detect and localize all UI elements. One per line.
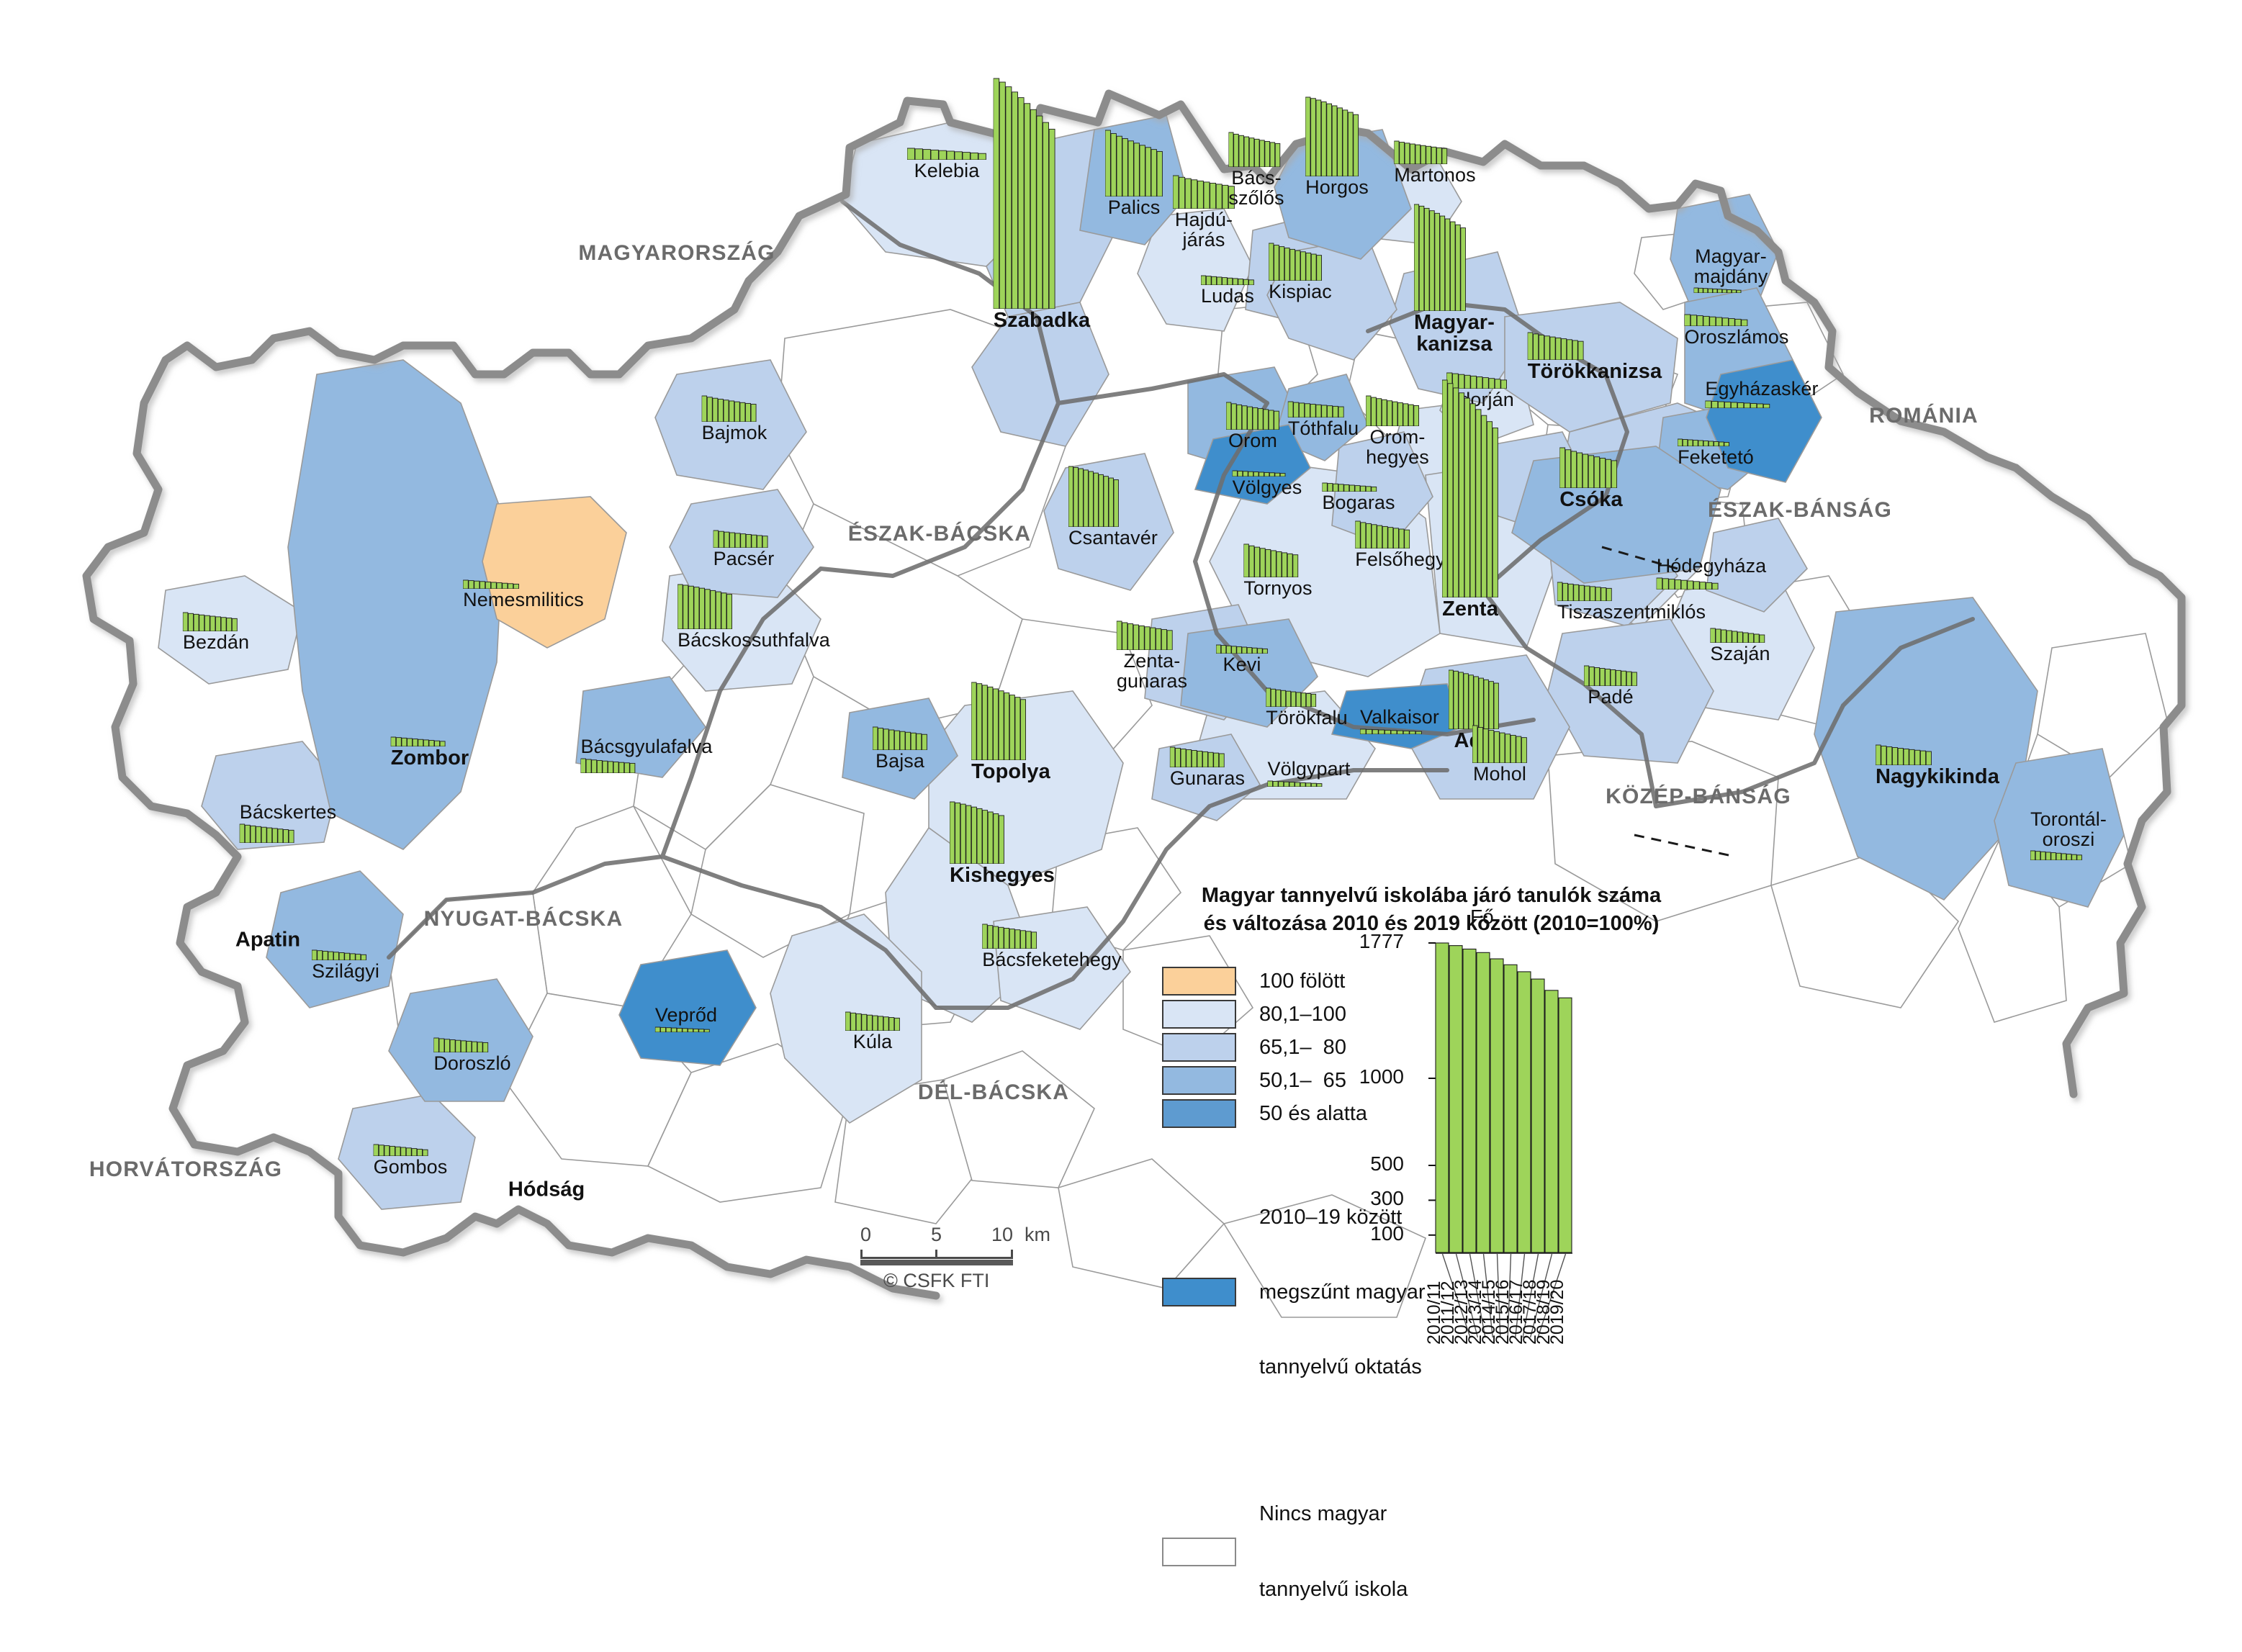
legend-row-below50: 50 és alatta (1162, 1097, 1426, 1130)
legend-title: Magyar tannyelvű iskolába járó tanulók s… (1201, 884, 1662, 936)
legend-row-80-100: 80,1–100 (1162, 998, 1426, 1031)
chart-ytick-100: 100 (1370, 1222, 1404, 1245)
scale-tick-5: 5 (931, 1224, 942, 1245)
legend-swatch-50-65 (1162, 1066, 1236, 1095)
chart-ylabel: Fő (1470, 906, 1494, 928)
legend-label-noschool: Nincs magyar tannyelvű iskola (1259, 1502, 1408, 1601)
legend-bar-chart: Fő 1777 1000 500 300 100 2010/11 2011/12 2012/1… (1359, 906, 1584, 1357)
chart-ytick-500: 500 (1370, 1152, 1404, 1175)
legend-swatch-below50 (1162, 1099, 1236, 1128)
chart-ytick-1777: 1777 (1359, 930, 1404, 952)
legend-row-65-80: 65,1– 80 (1162, 1031, 1426, 1064)
scale-unit: km (1025, 1224, 1050, 1245)
scale-bar: 0 5 10 km © CSFK FTI (860, 1224, 1050, 1292)
legend-label-65-80: 65,1– 80 (1259, 1035, 1346, 1059)
chart-ytick-1000: 1000 (1359, 1065, 1404, 1088)
legend-swatch-noschool (1162, 1537, 1236, 1566)
chart-xtick-2019-20: 2019/20 (1547, 1279, 1567, 1345)
legend-panel: Magyar tannyelvű iskolába járó tanulók s… (1152, 882, 1872, 1601)
map-root: MAGYARORSZÁG ROMÁNIA HORVÁTORSZÁG ÉSZAK-… (82, 78, 2186, 1601)
legend-row-above100: 100 fölött (1162, 965, 1426, 998)
map-polygons (82, 89, 2186, 1318)
legend-swatch-80-100 (1162, 1000, 1236, 1029)
legend-row-50-65: 50,1– 65 (1162, 1064, 1426, 1097)
scale-bar-numbers: 0 5 10 km (860, 1224, 1050, 1250)
chart-ytick-300: 300 (1370, 1187, 1404, 1210)
legend-label-50-65: 50,1– 65 (1259, 1068, 1346, 1092)
scale-bar-graphic (860, 1250, 1013, 1265)
chart-plot-area: 1777 1000 500 300 100 2010/11 2011/12 2012/13 20… (1359, 930, 1584, 1357)
legend-swatch-ceased (1162, 1278, 1236, 1307)
legend-label-80-100: 80,1–100 (1259, 1002, 1346, 1026)
map-credit: © CSFK FTI (883, 1270, 990, 1291)
scale-tick-10: 10 (991, 1224, 1014, 1245)
legend-label-below50: 50 és alatta (1259, 1101, 1367, 1125)
legend-row-ceased: 2010–19 között megszűnt magyar tannyelvű… (1162, 1155, 1426, 1430)
legend-label-ceased: 2010–19 között megszűnt magyar tannyelvű… (1259, 1205, 1426, 1379)
legend-swatch-65-80 (1162, 1033, 1236, 1062)
scale-tick-0: 0 (860, 1224, 872, 1245)
legend-row-noschool: Nincs magyar tannyelvű iskola (1162, 1452, 1426, 1652)
legend-swatch-above100 (1162, 967, 1236, 996)
legend-label-above100: 100 fölött (1259, 969, 1346, 993)
